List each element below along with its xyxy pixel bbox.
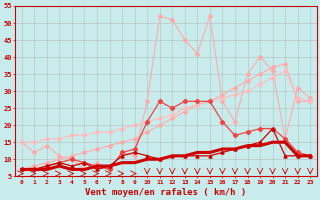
X-axis label: Vent moyen/en rafales ( km/h ): Vent moyen/en rafales ( km/h ) [85, 188, 247, 197]
